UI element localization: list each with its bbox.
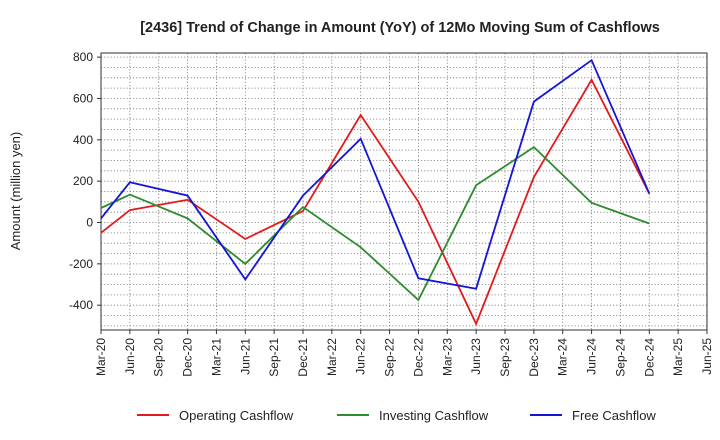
legend-label-free-cashflow: Free Cashflow bbox=[572, 408, 656, 423]
x-tick-label: Dec-23 bbox=[527, 338, 541, 377]
y-tick-label: -400 bbox=[69, 298, 93, 312]
series-line-operating-cashflow bbox=[100, 78, 651, 327]
legend-label-investing-cashflow: Investing Cashflow bbox=[379, 408, 489, 423]
x-tick-label: Jun-25 bbox=[700, 338, 714, 375]
x-tick-label: Jun-21 bbox=[238, 338, 252, 375]
x-tick-label: Mar-24 bbox=[556, 338, 570, 376]
x-tick-label: Mar-23 bbox=[440, 338, 454, 376]
x-tick-label: Jun-24 bbox=[585, 338, 599, 375]
x-tick-label: Jun-23 bbox=[469, 338, 483, 375]
legend: Operating Cashflow Investing Cashflow Free… bbox=[137, 408, 656, 423]
series-line-investing-cashflow bbox=[100, 145, 650, 302]
chart-title: [2436] Trend of Change in Amount (YoY) o… bbox=[140, 20, 660, 36]
x-tick-label: Jun-22 bbox=[354, 338, 368, 375]
x-tick-label: Sep-20 bbox=[152, 338, 166, 377]
x-tick-label: Jun-20 bbox=[123, 338, 137, 375]
legend-label-operating-cashflow: Operating Cashflow bbox=[179, 408, 294, 423]
y-tick-label: -200 bbox=[69, 257, 93, 271]
plot-background bbox=[101, 53, 707, 330]
x-tick-label: Sep-23 bbox=[498, 338, 512, 377]
x-tick-label: Sep-21 bbox=[267, 338, 281, 377]
y-tick-label: 600 bbox=[73, 91, 93, 105]
plot-border bbox=[100, 52, 708, 331]
x-tick-label: Sep-22 bbox=[383, 338, 397, 377]
y-tick-label: 400 bbox=[73, 133, 93, 147]
x-tick-label: Sep-24 bbox=[613, 338, 627, 377]
x-tick-label: Dec-22 bbox=[411, 338, 425, 377]
x-tick-label: Mar-21 bbox=[209, 338, 223, 376]
x-tick-label: Dec-20 bbox=[181, 338, 195, 377]
y-tick-label: 200 bbox=[73, 174, 93, 188]
x-tick-label: Mar-22 bbox=[325, 338, 339, 376]
series-line-free-cashflow bbox=[100, 58, 651, 290]
plot-area: -400 -200 0 200 400 600 800 Mar-20 Jun-20 Sep-20 D… bbox=[69, 50, 714, 377]
x-tick-label: Mar-25 bbox=[671, 338, 685, 376]
x-tick-label: Mar-20 bbox=[94, 338, 108, 376]
y-tick-label: 800 bbox=[73, 50, 93, 64]
x-tick-label: Dec-24 bbox=[642, 338, 656, 377]
y-axis-label: Amount (million yen) bbox=[8, 132, 23, 251]
x-tick-label: Dec-21 bbox=[296, 338, 310, 377]
y-tick-label: 0 bbox=[86, 216, 93, 230]
